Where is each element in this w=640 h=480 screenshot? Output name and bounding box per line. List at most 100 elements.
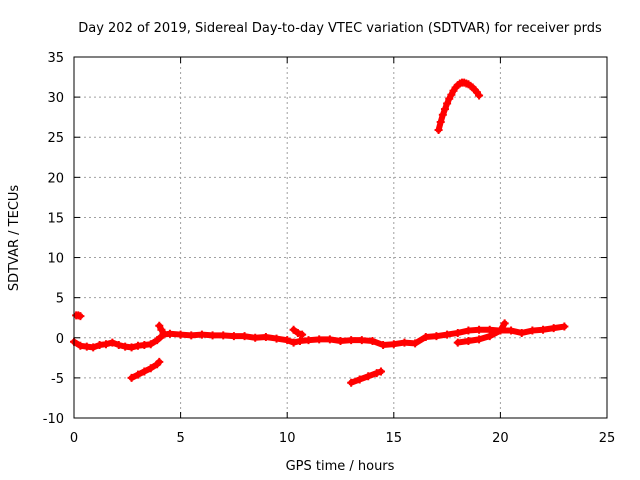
data-point bbox=[187, 331, 196, 340]
data-point bbox=[108, 338, 117, 347]
data-point bbox=[315, 335, 324, 344]
x-tick-label: 0 bbox=[70, 431, 78, 446]
data-point bbox=[400, 338, 409, 347]
data-point bbox=[372, 369, 381, 378]
data-point bbox=[475, 325, 484, 334]
y-tick-label: -5 bbox=[51, 372, 64, 387]
series-dip-segment-13h bbox=[347, 367, 386, 387]
data-point bbox=[176, 330, 185, 339]
axis-ticks: 0 5 10 15 20 25 -10 -5 0 5 10 15 20 25 30 35 bbox=[43, 51, 616, 446]
series-bump-4h bbox=[155, 321, 168, 337]
data-point bbox=[272, 334, 281, 343]
data-point bbox=[379, 340, 388, 349]
data-point bbox=[127, 373, 136, 382]
data-point bbox=[440, 105, 449, 114]
y-tick-label: 35 bbox=[47, 51, 64, 66]
data-point bbox=[289, 338, 298, 347]
data-point bbox=[240, 332, 249, 341]
data-point bbox=[155, 357, 164, 366]
data-point bbox=[475, 91, 484, 100]
data-point bbox=[146, 340, 155, 349]
data-point bbox=[347, 336, 356, 345]
data-point bbox=[101, 340, 110, 349]
data-point bbox=[560, 322, 569, 331]
data-point bbox=[445, 94, 454, 103]
data-point bbox=[443, 99, 452, 108]
data-point bbox=[251, 333, 260, 342]
plot-frame bbox=[73, 56, 608, 419]
data-point bbox=[464, 326, 473, 335]
data-point bbox=[76, 312, 85, 321]
y-tick-label: 15 bbox=[47, 211, 64, 226]
y-tick-label: 30 bbox=[47, 91, 64, 106]
data-point bbox=[146, 364, 155, 373]
data-point bbox=[127, 343, 136, 352]
x-tick-label: 15 bbox=[386, 431, 403, 446]
data-point bbox=[114, 340, 123, 349]
data-point bbox=[155, 321, 164, 330]
data-point bbox=[229, 332, 238, 341]
x-tick-label: 25 bbox=[599, 431, 616, 446]
data-point bbox=[528, 326, 537, 335]
data-point bbox=[355, 375, 364, 384]
data-point bbox=[549, 324, 558, 333]
data-point bbox=[500, 319, 509, 328]
y-tick-label: 20 bbox=[47, 171, 64, 186]
data-point bbox=[219, 331, 228, 340]
data-point bbox=[517, 328, 526, 337]
data-point bbox=[261, 332, 270, 341]
y-tick-label: -10 bbox=[43, 412, 64, 427]
data-point bbox=[453, 328, 462, 337]
data-point bbox=[197, 330, 206, 339]
data-point bbox=[438, 110, 447, 119]
data-point bbox=[336, 336, 345, 345]
data-point bbox=[153, 336, 162, 345]
data-point bbox=[475, 335, 484, 344]
y-tick-label: 10 bbox=[47, 252, 64, 267]
data-point bbox=[539, 325, 548, 334]
data-point bbox=[377, 367, 386, 376]
data-point bbox=[293, 328, 302, 337]
data-point bbox=[496, 326, 505, 335]
data-point bbox=[283, 336, 292, 345]
x-tick-label: 10 bbox=[279, 431, 296, 446]
series-dip-segment-18h bbox=[453, 319, 509, 347]
y-tick-label: 5 bbox=[56, 292, 64, 307]
data-point bbox=[325, 335, 334, 344]
y-axis-label: SDTVAR / TECUs bbox=[7, 185, 22, 292]
data-point bbox=[298, 330, 307, 339]
data-point bbox=[421, 332, 430, 341]
data-point bbox=[133, 370, 142, 379]
data-point bbox=[368, 336, 377, 345]
data-point bbox=[295, 336, 304, 345]
data-point bbox=[140, 367, 149, 376]
data-point bbox=[389, 340, 398, 349]
data-point bbox=[347, 378, 356, 387]
data-point bbox=[443, 330, 452, 339]
data-point bbox=[436, 117, 445, 126]
y-tick-label: 25 bbox=[47, 131, 64, 146]
data-point bbox=[464, 336, 473, 345]
data-point bbox=[208, 331, 217, 340]
y-tick-label: 0 bbox=[56, 332, 64, 347]
data-marks bbox=[70, 78, 569, 387]
data-point bbox=[304, 336, 313, 345]
x-tick-label: 5 bbox=[176, 431, 184, 446]
series-offset-segment-early bbox=[72, 311, 85, 321]
data-point bbox=[485, 332, 494, 341]
data-point bbox=[411, 339, 420, 348]
data-point bbox=[159, 328, 168, 337]
series-dip-segment-3h bbox=[127, 357, 164, 382]
data-point bbox=[453, 338, 462, 347]
data-point bbox=[289, 325, 298, 334]
series-bump-10h bbox=[289, 325, 307, 339]
data-point bbox=[357, 336, 366, 345]
x-tick-label: 20 bbox=[492, 431, 509, 446]
data-point bbox=[507, 326, 516, 335]
data-point bbox=[432, 332, 441, 341]
data-point bbox=[447, 90, 456, 99]
series-arc-17-19h bbox=[434, 78, 484, 135]
data-point bbox=[434, 126, 443, 135]
x-axis-label: GPS time / hours bbox=[286, 459, 395, 474]
